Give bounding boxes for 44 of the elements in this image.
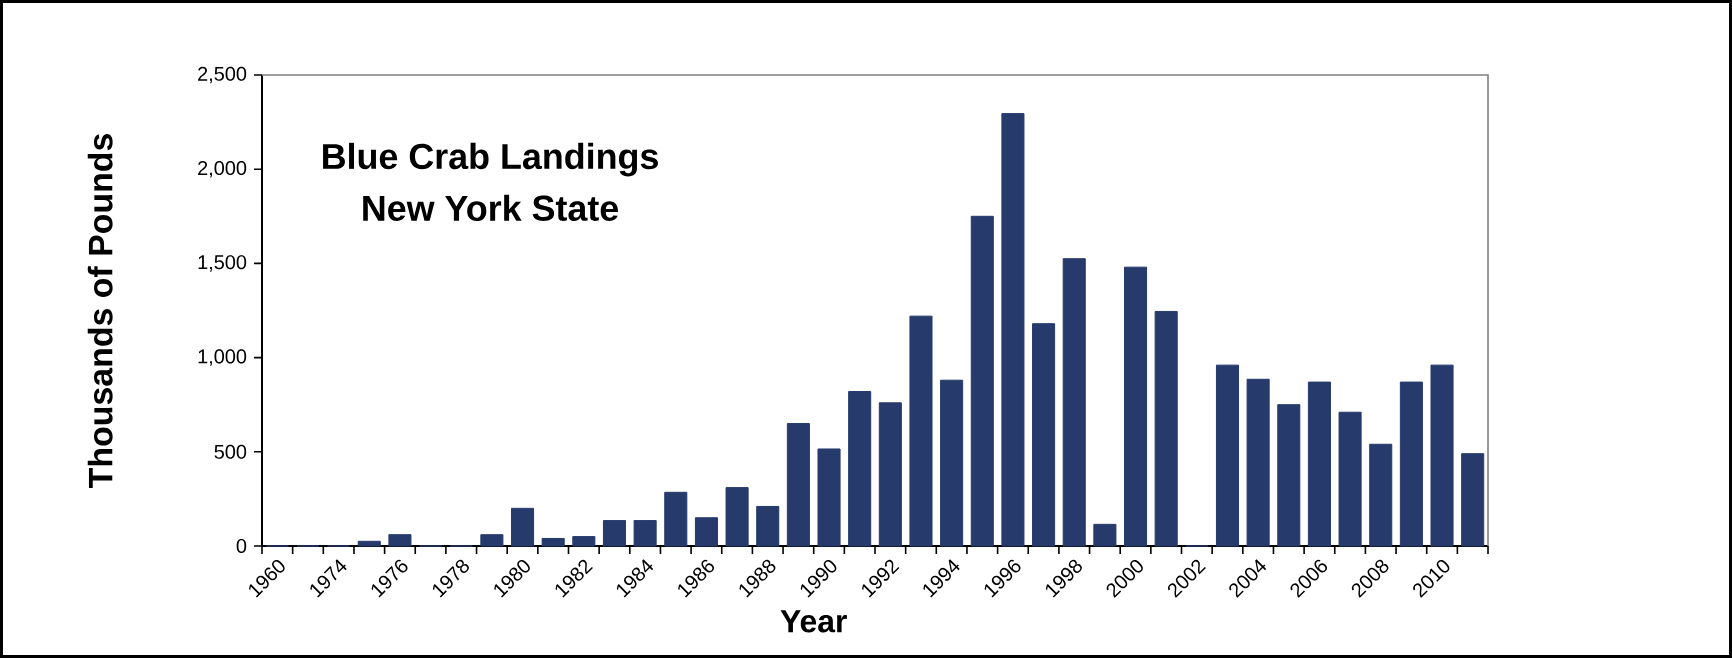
bar [1430,364,1454,547]
y-tick-label: 1,000 [198,349,247,366]
bar [572,536,596,547]
bar [1062,258,1086,547]
y-tick-label: 0 [236,538,247,554]
bar [1369,443,1393,547]
bar [1001,113,1025,547]
y-tick-label: 500 [214,444,247,459]
y-tick-label: 2,500 [198,66,247,84]
bar [756,505,780,547]
bar [1399,381,1423,547]
bar [970,215,994,547]
bar [848,391,872,547]
bar [480,534,504,547]
bar [1461,453,1485,547]
bar [1154,310,1178,547]
bar [633,520,657,547]
bar [786,423,810,547]
bar [909,315,933,547]
bar [694,517,718,547]
bar [878,402,902,547]
bar [388,534,412,547]
bar [602,520,627,547]
bar [1277,404,1301,547]
text: Blue Crab Landings [323,142,658,177]
bar [725,487,749,547]
bar [1124,266,1148,547]
y-tick-label: 1,500 [198,255,247,272]
bar [510,507,535,547]
bar [1093,523,1117,547]
x-axis-title: Year [780,610,847,633]
bar [940,379,964,547]
bar [1246,378,1270,547]
y-axis-title: Thousands of Pounds [87,134,113,488]
text: New York State [363,194,619,221]
bar [1215,364,1240,547]
bar [817,448,841,547]
bar [664,491,688,547]
bar [1338,411,1362,547]
bar [1307,381,1331,547]
y-tick-label: 2,000 [198,160,247,178]
bar [1032,323,1056,547]
bar [541,537,565,547]
bar [357,540,381,547]
